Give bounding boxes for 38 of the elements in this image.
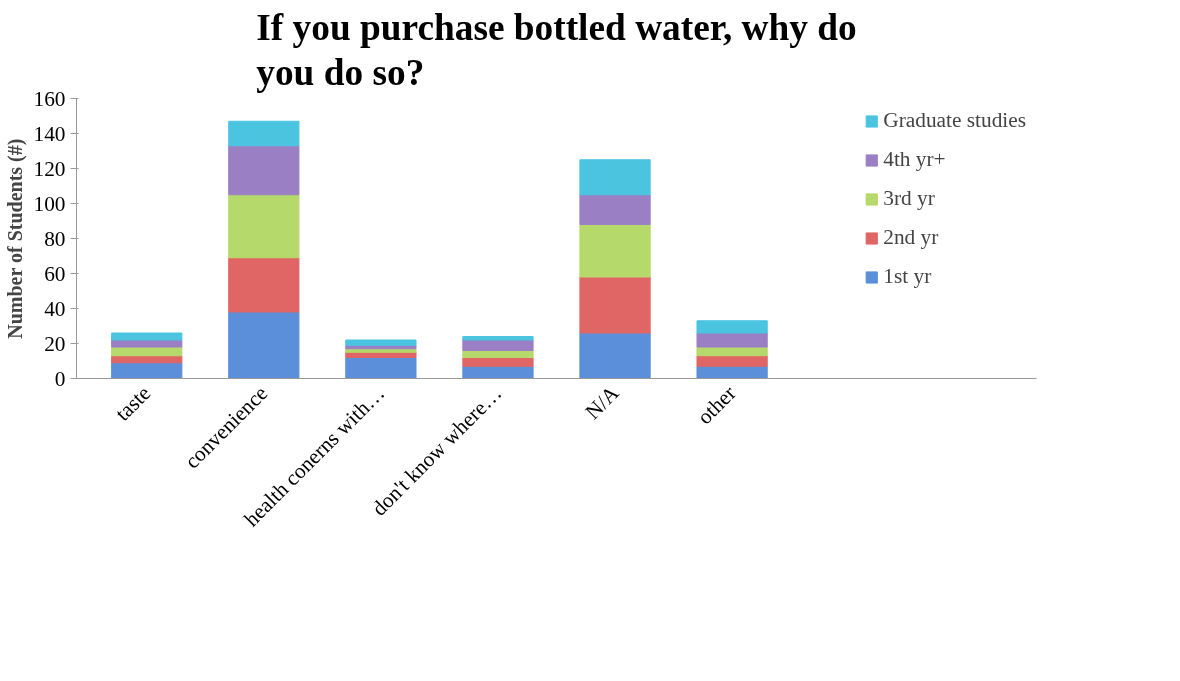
y-tick-label: 0: [54, 366, 66, 391]
bar: [228, 145, 300, 196]
bar: [579, 159, 651, 196]
y-tick-label: 120: [33, 156, 66, 181]
bar: [228, 311, 300, 379]
bar: [228, 120, 300, 147]
x-tick-label: N/A: [580, 380, 624, 424]
bar: [579, 194, 651, 225]
x-tick-label: taste: [110, 381, 156, 426]
bar: [579, 224, 651, 278]
bar: [345, 339, 417, 346]
y-tick-label: 140: [33, 121, 66, 146]
y-tick-label: 40: [44, 296, 66, 321]
bar: [228, 194, 300, 259]
chart-title: If you purchase bottled water, why do you do so?: [256, 7, 857, 94]
legend-label: 2nd yr: [883, 225, 939, 250]
y-tick-label: 100: [33, 191, 66, 216]
y-tick-label: 160: [33, 86, 66, 111]
legend-label: 4th yr+: [883, 147, 946, 172]
bar: [696, 355, 768, 367]
bar: [111, 362, 183, 379]
bar: [111, 332, 183, 341]
bar: [696, 320, 768, 334]
bar: [579, 332, 651, 379]
bar: [228, 257, 300, 313]
y-tick-label: 80: [44, 226, 66, 251]
legend-label: Graduate studies: [883, 108, 1026, 133]
y-tick-label: 60: [44, 261, 66, 286]
bar: [696, 332, 768, 348]
bar: [345, 348, 417, 353]
legend-label: 3rd yr: [883, 186, 935, 211]
y-axis-title: Number of Students (#): [3, 138, 27, 339]
bar: [345, 357, 417, 379]
legend-label: 1st yr: [883, 264, 932, 289]
y-tick-label: 20: [44, 331, 66, 356]
bar: [462, 336, 534, 341]
bar: [462, 357, 534, 367]
bar: [579, 276, 651, 334]
